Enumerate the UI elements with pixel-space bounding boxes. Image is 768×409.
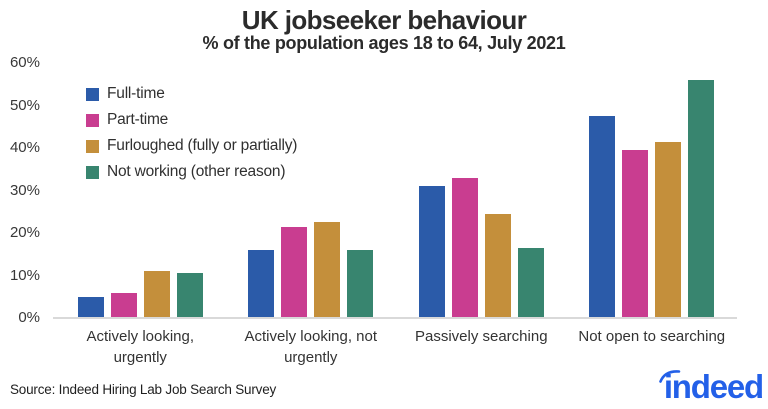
y-tick-label: 20% [9, 224, 40, 241]
plot-area: Actively looking, urgently Actively looki… [53, 63, 737, 366]
bar-part-time [110, 292, 137, 318]
y-tick-label: 60% [9, 54, 40, 71]
y-tick-label: 10% [9, 266, 40, 284]
legend-item: Furloughed (fully or partially) [86, 137, 297, 155]
bar-group [226, 63, 397, 318]
bar-group [55, 63, 226, 318]
legend-label: Not working (other reason) [107, 163, 286, 180]
bar-groups [55, 63, 737, 318]
legend-swatch [86, 87, 99, 101]
category-label: Actively looking, urgently [86, 328, 195, 366]
bar-full-time [589, 116, 616, 318]
bar-full-time [248, 250, 275, 318]
bar-group [567, 63, 738, 318]
chart-title: UK jobseeker behaviour [241, 5, 527, 35]
bar-furloughed-fully-or-partially [143, 271, 170, 318]
legend-swatch [86, 165, 99, 179]
bar-not-working-other-reason [347, 250, 374, 318]
bar-furloughed-fully-or-partially [314, 222, 341, 318]
legend-label: Furloughed (fully or partially) [107, 137, 298, 154]
bar-full-time [77, 296, 104, 318]
bar-not-working-other-reason [176, 273, 203, 318]
indeed-logo: indeed [659, 367, 764, 407]
indeed-logo-arc-icon [659, 370, 681, 383]
bar-part-time [622, 150, 649, 318]
y-tick-label: 30% [9, 181, 40, 199]
category-label: Not open to searching [578, 328, 726, 345]
bar-not-working-other-reason [688, 80, 715, 318]
bar-furloughed-fully-or-partially [655, 141, 682, 318]
bar-furloughed-fully-or-partially [484, 213, 511, 318]
bar-group [396, 63, 567, 318]
indeed-logo-text: indeed [663, 368, 764, 405]
x-axis-labels: Actively looking, urgently Actively looki… [55, 326, 737, 368]
legend-item: Part-time [86, 111, 297, 129]
legend-label: Full-time [107, 85, 165, 102]
legend-item: Full-time [86, 85, 297, 103]
source-note: Source: Indeed Hiring Lab Job Search Sur… [10, 382, 277, 397]
bar-full-time [418, 186, 445, 318]
bar-part-time [451, 177, 478, 318]
legend-item: Not working (other reason) [86, 163, 297, 181]
bar-not-working-other-reason [517, 247, 544, 318]
category-label: Actively looking, not urgently [244, 328, 378, 366]
x-axis-line [53, 317, 737, 319]
y-tick-label: 50% [9, 96, 40, 114]
legend-swatch [86, 113, 99, 127]
legend: Full-time Part-time Furloughed (fully or p… [86, 85, 297, 189]
category-label: Passively searching [414, 328, 548, 345]
y-tick-label: 40% [9, 139, 40, 156]
bar-part-time [281, 226, 308, 318]
legend-label: Part-time [107, 111, 169, 128]
legend-swatch [86, 139, 99, 153]
y-tick-label: 0% [18, 309, 40, 326]
chart-subtitle: % of the population ages 18 to 64, July … [202, 33, 566, 53]
